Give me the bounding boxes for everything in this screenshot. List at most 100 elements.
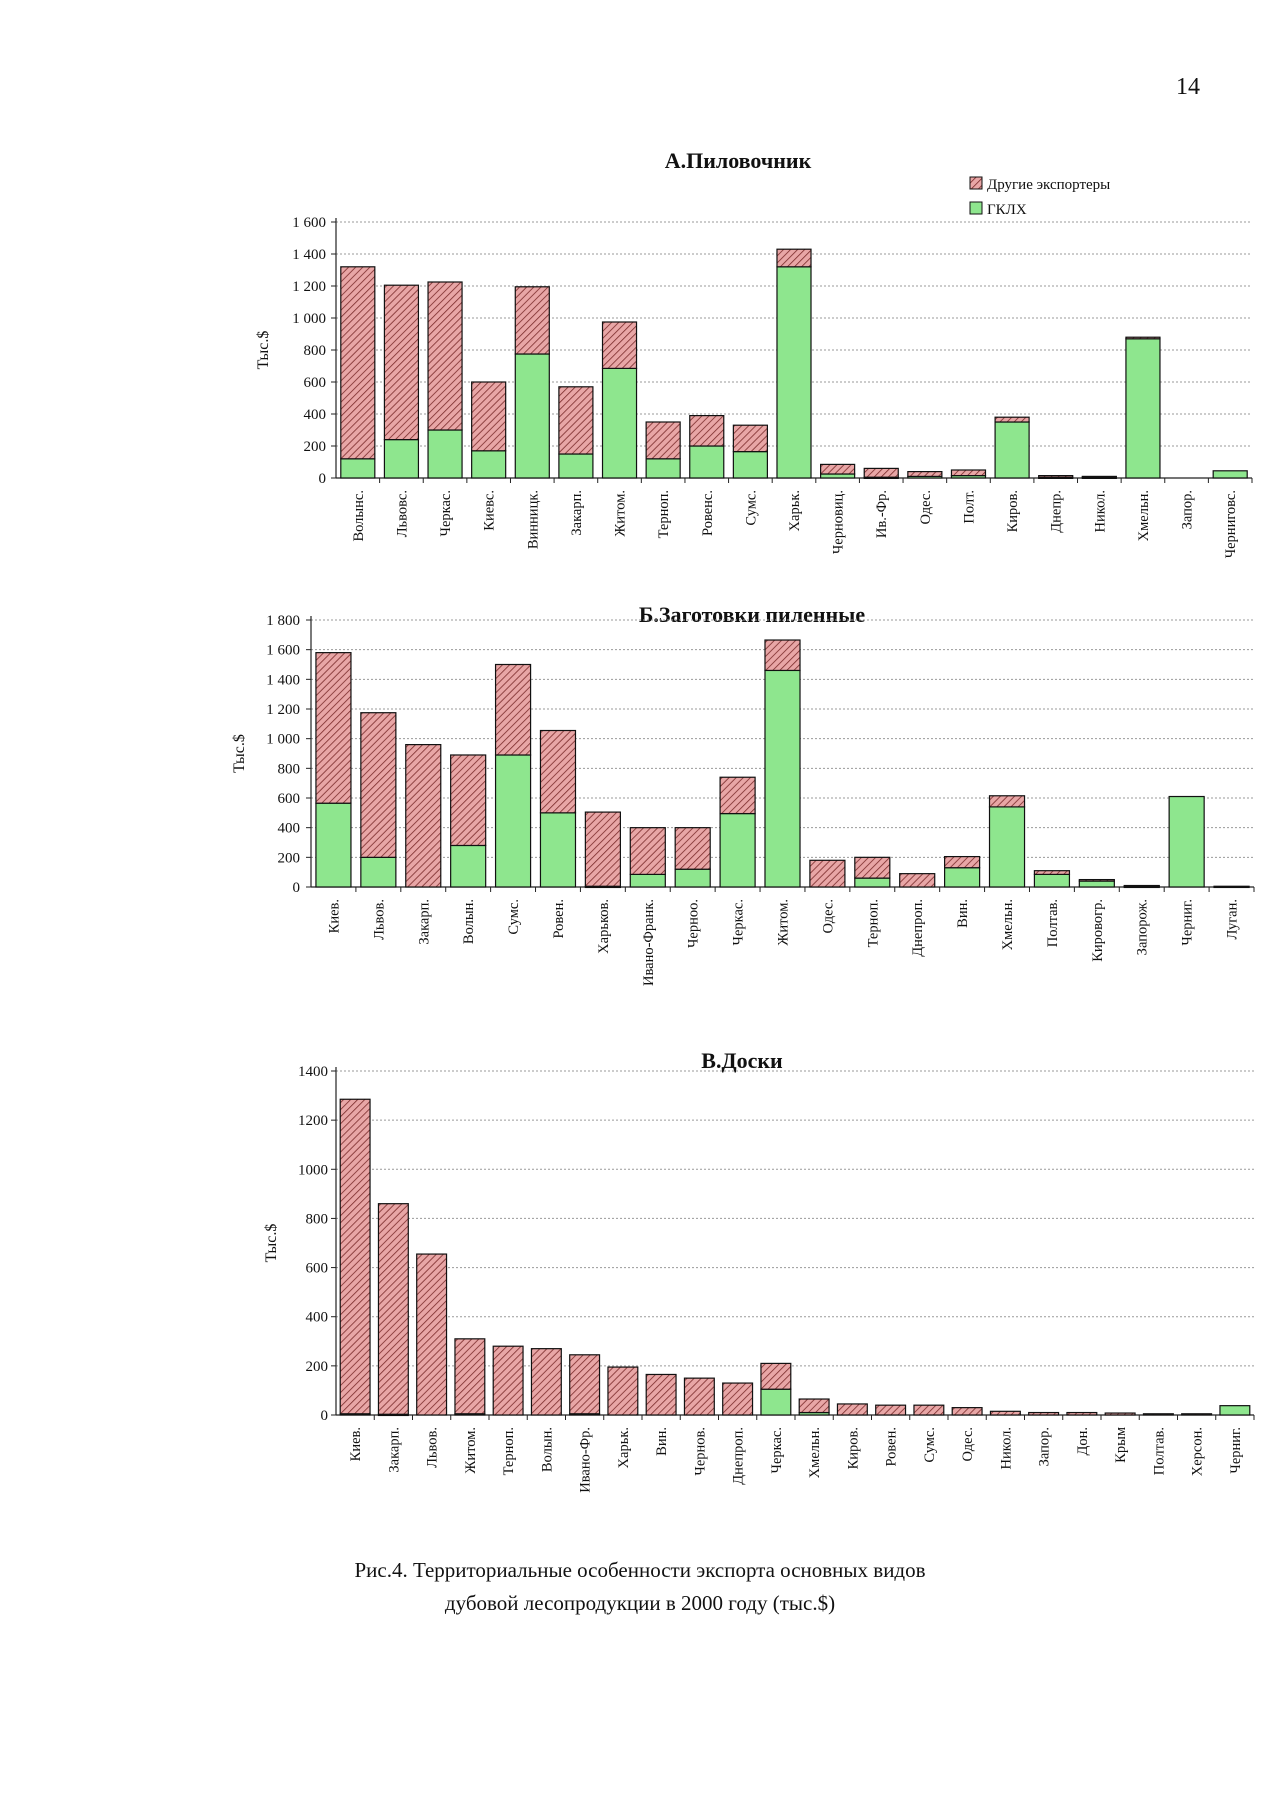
x-tick-label: Харьков. [596,899,612,954]
x-tick-label: Львовс. [394,490,410,537]
y-tick-label: 1 400 [292,247,326,263]
y-axis-label: Тыс.$ [231,734,248,773]
y-tick-label: 800 [306,1211,329,1227]
chart-title: В.Доски [701,1048,783,1073]
chart-zagotovki: Б.Заготовки пиленные Тыс.$ 0 200 400 600 800 1 … [231,602,1255,986]
bar-other [539,729,577,814]
bar-other [1181,1413,1213,1416]
bar-other [1142,1413,1174,1416]
bar-gklh [471,450,507,479]
bar-gklh [1125,338,1161,479]
x-tick-label: Черновиц. [831,490,847,554]
bar-other [494,663,532,756]
x-tick-label: Днепроп. [731,1427,747,1485]
x-tick-label: Полтав. [1151,1427,1167,1475]
bar-other [601,321,638,370]
bar-other [1033,870,1071,875]
bar-other [689,415,725,447]
x-tick-label: Сумс. [922,1427,938,1463]
x-tick-label: Херсон. [1190,1427,1206,1476]
bar-other [994,416,1030,423]
x-tick-label: Житом. [776,899,792,946]
y-tick-label: 1 800 [266,613,300,629]
bar-other [1081,475,1117,479]
y-tick-label: 1400 [298,1064,328,1080]
x-tick-label: Житом. [463,1427,479,1474]
x-tick-label: Никол. [998,1427,1014,1469]
y-tick-label: 1 600 [266,643,300,659]
bar-other [607,1366,639,1416]
x-tick-label: Днепр. [1049,490,1065,533]
bar-other [1213,885,1250,889]
bar-gklh [514,353,550,479]
bar-other [875,1404,907,1416]
bar-gklh [764,669,801,888]
bar-gklh [1212,470,1248,479]
x-tick-label: Черкас. [438,490,454,536]
bar-gklh [539,812,577,888]
bar-other [776,248,812,268]
bar-gklh [1219,1405,1251,1416]
bar-other [1125,336,1161,340]
bar-other [558,386,594,455]
bar-other [854,856,891,879]
bar-gklh [994,421,1030,479]
bar-gklh [629,873,666,888]
bar-gklh [760,1388,792,1416]
x-tick-label: Терноп. [656,490,672,538]
y-axis-label: Тыс.$ [255,331,272,370]
x-tick-label: Дон. [1075,1427,1091,1456]
bar-gklh [944,867,981,888]
y-tick-label: 600 [306,1261,329,1277]
bar-other [989,1410,1021,1416]
bar-gklh [1168,795,1205,888]
x-tick-label: Вин. [955,899,971,928]
bar-gklh [494,754,532,888]
x-tick-label: Одес. [918,490,934,525]
bar-gklh [719,812,756,888]
x-tick-label: Черкас. [731,899,747,945]
bar-other [1104,1412,1136,1416]
bar-other [454,1338,486,1415]
chart-doski: В.Доски Тыс.$ 0 200 400 600 800 1000 1200 1400 Кие… [263,1048,1255,1493]
x-tick-label: Запор. [1180,490,1196,529]
y-tick-label: 400 [278,821,301,837]
x-tick-label: Ивано-Франк. [641,899,657,986]
bar-other [427,281,463,431]
bar-gklh [689,445,725,479]
x-tick-label: Киев. [348,1427,364,1461]
x-tick-label: Львов. [425,1427,441,1468]
bar-other [584,811,621,887]
y-tick-label: 800 [304,343,327,359]
legend-swatch-gklh [969,201,983,215]
x-tick-label: Чернов. [692,1427,708,1476]
y-tick-label: 1 400 [266,672,300,688]
bar-other [1123,884,1160,888]
chart-pilovochnik: А.Пиловочник Тыс.$ 0 200 400 600 800 1 000 1 200… [255,148,1253,558]
bar-other [944,855,981,869]
bar-other [764,639,801,672]
bar-other [899,873,936,888]
x-tick-label: Харьк. [787,490,803,531]
bar-other [405,743,442,888]
y-tick-label: 800 [278,761,301,777]
x-tick-label: Луган. [1225,899,1241,940]
bar-other [360,712,397,858]
bar-other [471,381,507,452]
bar-other [950,469,987,477]
x-tick-label: Запор. [1037,1427,1053,1466]
bar-gklh [340,458,376,479]
x-tick-label: Терноп. [865,899,881,947]
bar-other [514,286,550,355]
x-tick-label: Ровенс. [700,490,716,536]
x-tick-label: Харьк. [616,1427,632,1468]
bar-other [340,266,376,460]
bar-other [383,284,420,441]
bar-gklh [383,439,420,479]
bar-other [315,652,352,804]
x-tick-label: Ровен. [884,1427,900,1467]
y-tick-label: 1 000 [292,311,326,327]
figure-caption-line-2: дубовой лесопродукции в 2000 году (тыс.$… [444,1591,836,1615]
chart-title: Б.Заготовки пиленные [639,602,865,627]
